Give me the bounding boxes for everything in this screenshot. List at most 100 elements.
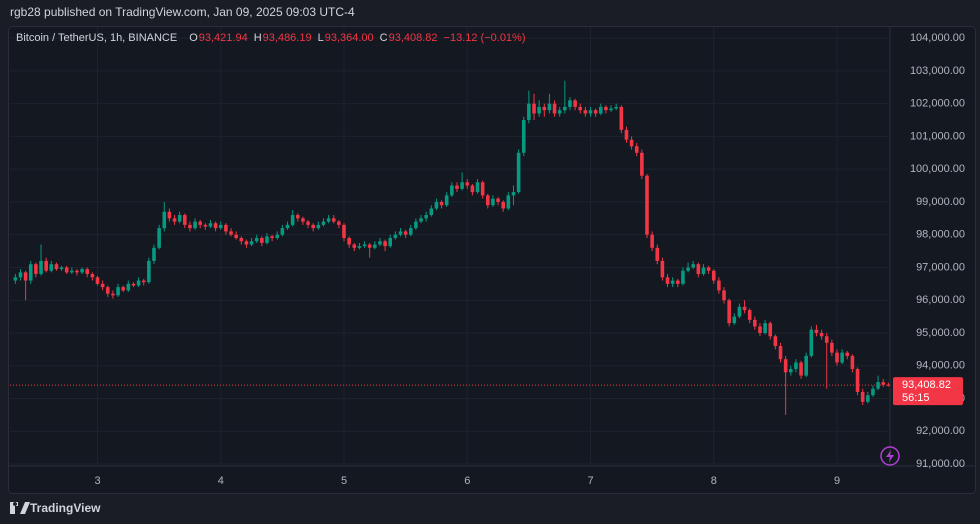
y-tick-label: 98,000.00 — [916, 229, 965, 241]
candle-body — [506, 195, 511, 209]
candle-body — [758, 326, 762, 333]
candle-body — [881, 382, 886, 385]
candle-body — [213, 223, 218, 229]
grid: 91,000.0092,000.0093,000.0094,000.0095,0… — [10, 27, 965, 487]
candle-body — [429, 208, 434, 216]
candle-body — [593, 110, 598, 114]
candle-body — [193, 221, 197, 229]
candle-body — [434, 201, 439, 209]
candle-body — [711, 270, 716, 281]
ohlc-key: H — [254, 32, 262, 44]
candle-body — [788, 369, 793, 373]
candle-body — [203, 224, 208, 227]
candle-body — [254, 237, 259, 242]
candle-body — [819, 332, 824, 337]
candle-body — [475, 182, 480, 193]
candle-body — [188, 224, 192, 229]
candle-body — [455, 185, 459, 189]
candle-body — [331, 218, 336, 222]
candle-body — [347, 237, 351, 245]
change: −13.12 (−0.01%) — [444, 32, 526, 44]
candle-body — [172, 218, 177, 222]
candle-body — [542, 106, 547, 111]
candle-body — [814, 329, 819, 333]
candle-body — [835, 352, 839, 363]
candle-body — [480, 182, 485, 196]
candle-body — [121, 287, 125, 291]
candle-body — [778, 346, 783, 360]
candle-body — [301, 218, 305, 222]
candle-body — [573, 100, 577, 107]
candle-body — [804, 355, 808, 376]
candle-body — [183, 215, 187, 225]
y-tick-label: 103,000.00 — [910, 65, 965, 77]
y-tick-label: 92,000.00 — [916, 425, 965, 437]
candle-body — [326, 218, 331, 222]
candle-body — [321, 221, 326, 225]
candle-body — [70, 270, 74, 273]
brand: TradingView — [10, 501, 101, 515]
candle-body — [655, 247, 660, 261]
candle-body — [383, 241, 387, 247]
candle-body — [624, 129, 629, 140]
candle-body — [768, 323, 773, 337]
x-tick-label: 3 — [94, 475, 100, 487]
candle-body — [450, 185, 454, 196]
candle-body — [198, 221, 203, 225]
candle-body — [378, 241, 382, 245]
candle-body — [665, 277, 670, 284]
candle-body — [619, 106, 624, 130]
candle-body — [486, 195, 490, 206]
candle-body — [830, 342, 834, 353]
candle-body — [34, 264, 38, 275]
candle-body — [105, 287, 110, 294]
candle-body — [563, 106, 567, 111]
candle-body — [516, 152, 521, 193]
candle-body — [583, 110, 588, 114]
candle-body — [717, 280, 721, 291]
candle-body — [224, 224, 228, 232]
candle-body — [568, 100, 572, 107]
candle-body — [460, 182, 464, 189]
y-tick-label: 104,000.00 — [910, 32, 965, 44]
candle-body — [557, 110, 562, 114]
candle-body — [147, 260, 151, 283]
candle-body — [598, 106, 603, 114]
candle-body — [634, 146, 639, 153]
legend: Bitcoin / TetherUS, 1h, BINANCE O 93,421.… — [16, 32, 526, 44]
candle-body — [444, 195, 449, 206]
candle-body — [727, 300, 731, 324]
ohlc-value: 93,408.82 — [389, 32, 438, 44]
candle-body — [609, 108, 613, 111]
candle-body — [177, 215, 182, 222]
candle-body — [59, 267, 64, 270]
candle-body — [799, 362, 803, 376]
ohlc-key: O — [189, 32, 198, 44]
candle-body — [229, 231, 233, 235]
candle-body — [588, 110, 593, 114]
candle-body — [218, 224, 223, 229]
candle-body — [552, 103, 557, 114]
candle-body — [732, 316, 737, 324]
candle-body — [131, 283, 136, 286]
candle-body — [614, 106, 618, 109]
candle-body — [275, 234, 280, 238]
candle-body — [424, 215, 428, 219]
candle-body — [44, 260, 48, 271]
candle-body — [527, 103, 531, 121]
candle-body — [871, 388, 875, 396]
candle-body — [876, 382, 880, 389]
candle-body — [604, 106, 608, 111]
candle-body — [866, 395, 870, 402]
candle-body — [470, 185, 475, 193]
candle-body — [860, 391, 865, 402]
candle-body — [265, 236, 269, 243]
candle-body — [681, 270, 685, 284]
y-tick-label: 100,000.00 — [910, 163, 965, 175]
ohlc-value: 93,421.94 — [199, 32, 248, 44]
candle-body — [111, 293, 115, 296]
candle-body — [737, 306, 742, 317]
last-price-label: 93,408.82 — [902, 379, 951, 391]
